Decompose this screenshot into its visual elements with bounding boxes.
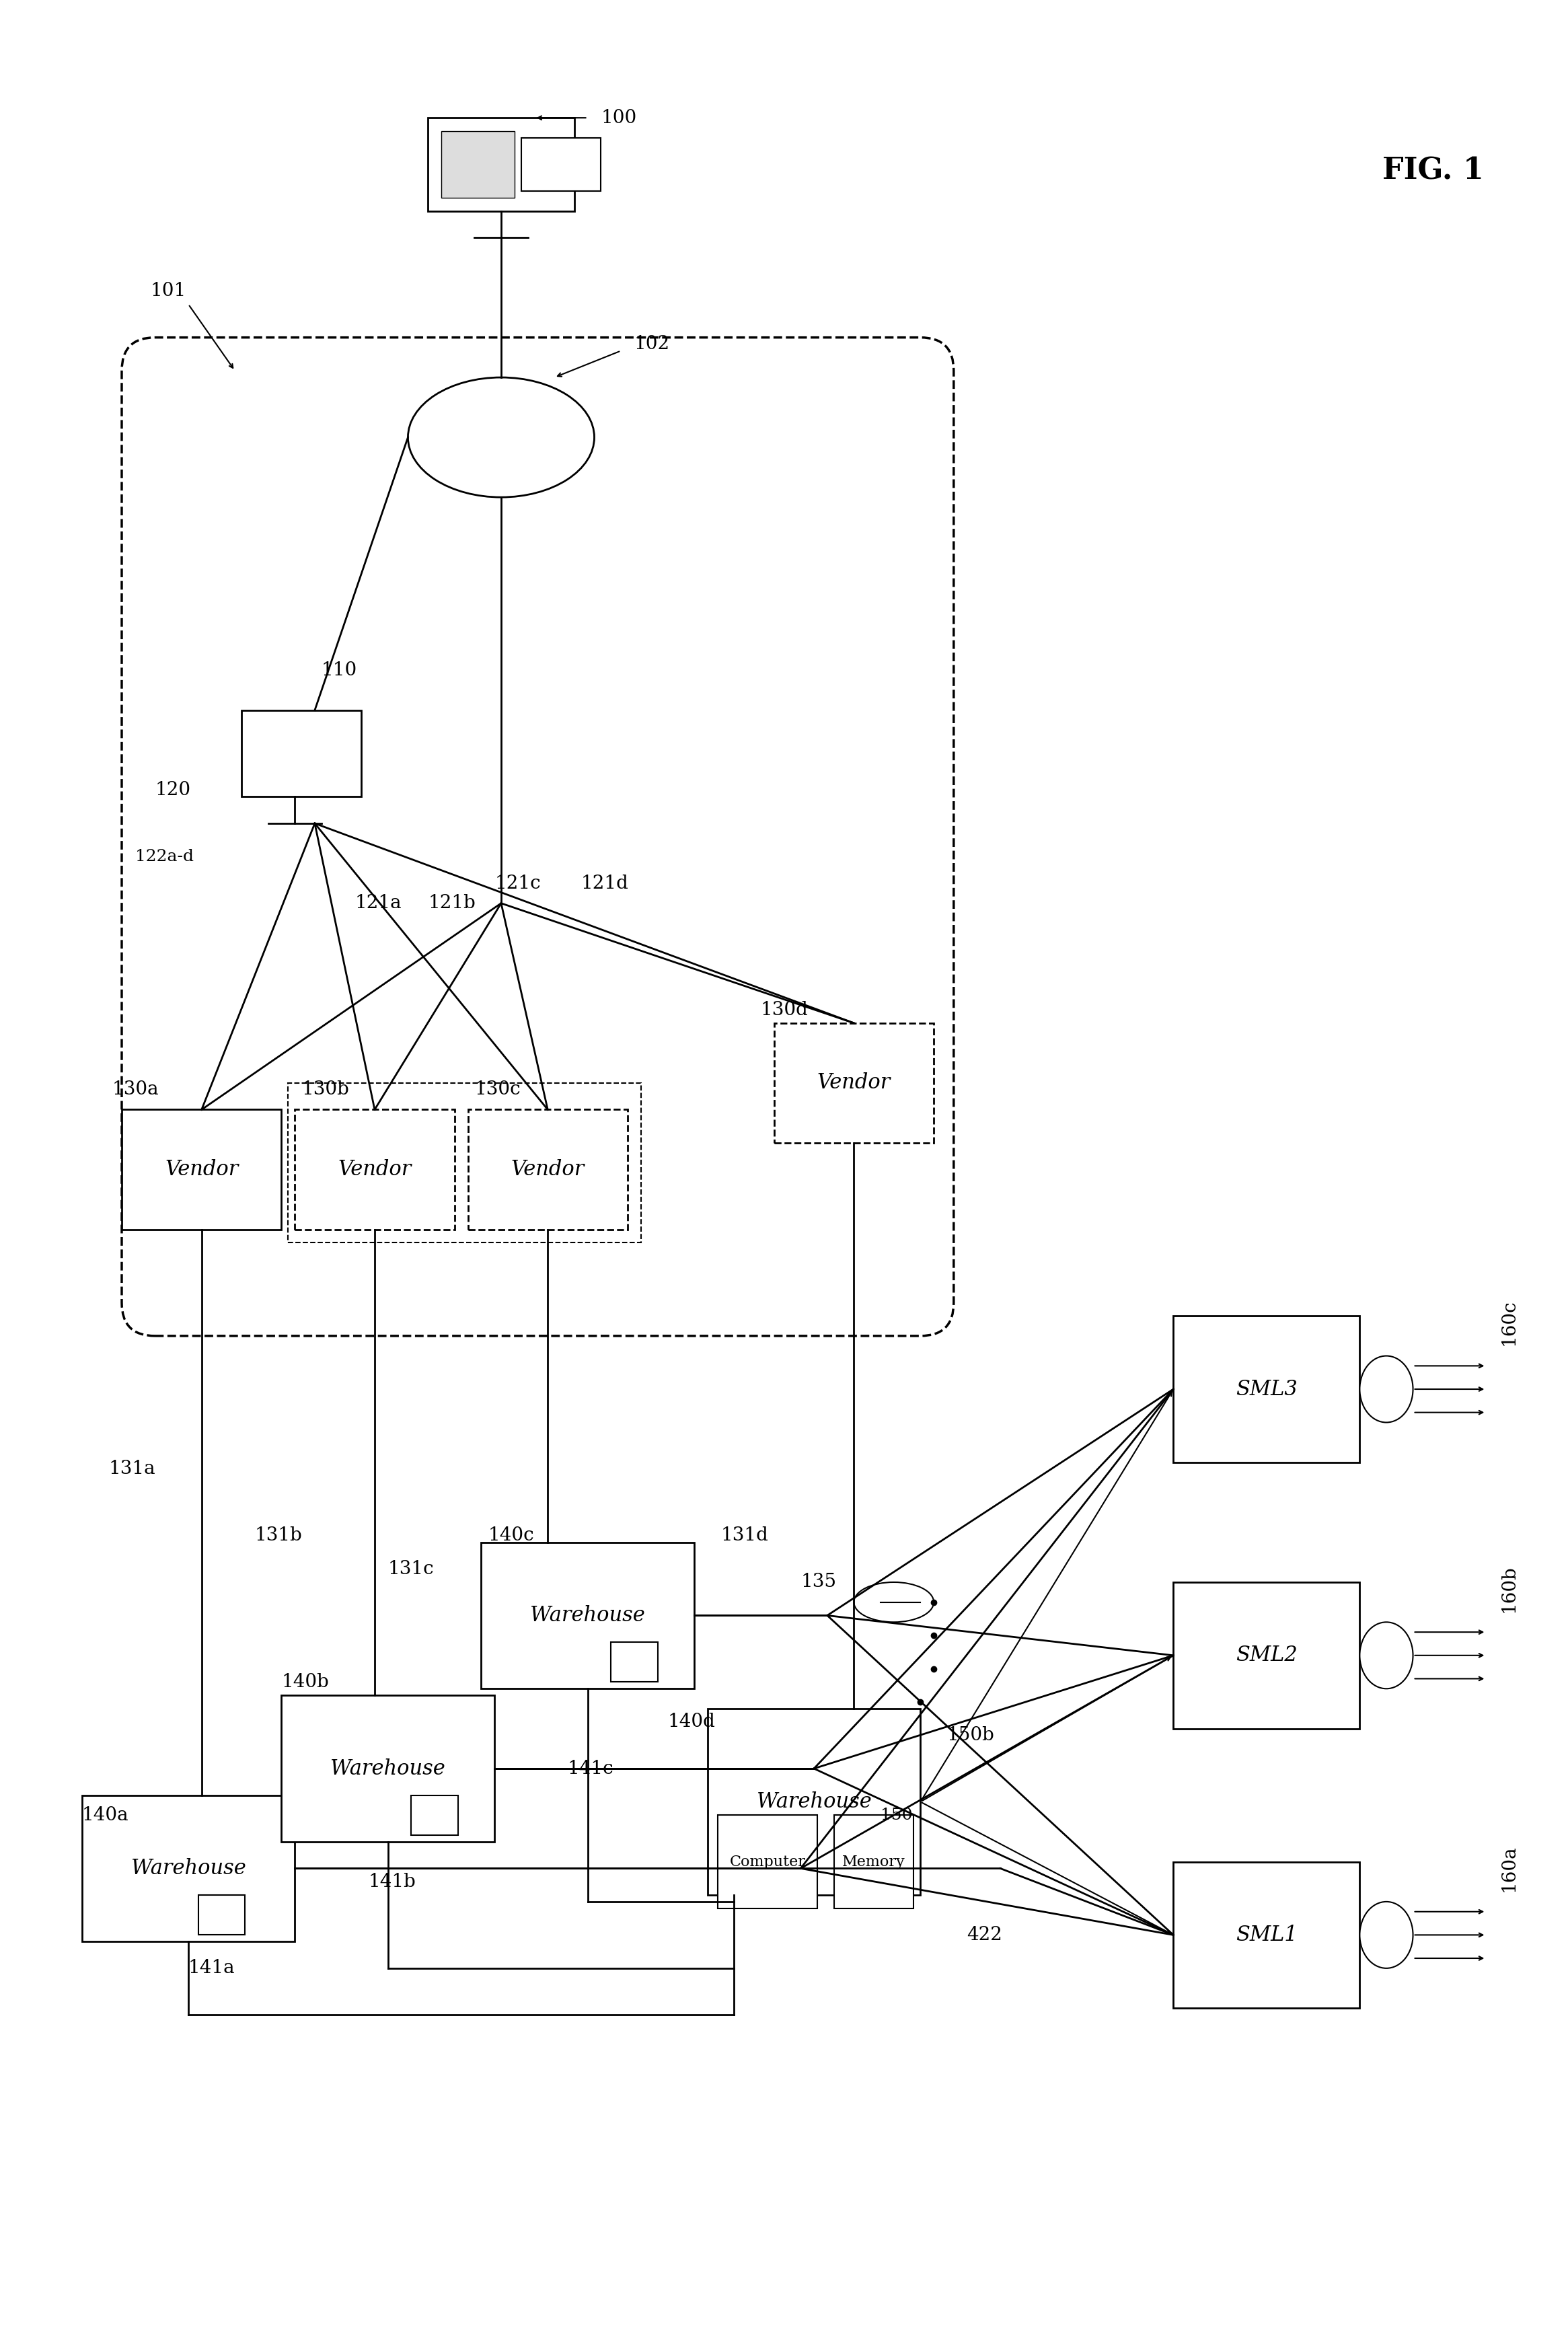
Text: 140b: 140b bbox=[282, 1672, 329, 1691]
Text: 141c: 141c bbox=[568, 1759, 613, 1778]
Ellipse shape bbox=[408, 377, 594, 498]
Text: Vendor: Vendor bbox=[337, 1160, 411, 1179]
Text: Computer: Computer bbox=[729, 1855, 806, 1869]
Text: 422: 422 bbox=[967, 1925, 1002, 1944]
Text: 150b: 150b bbox=[947, 1726, 994, 1745]
FancyBboxPatch shape bbox=[718, 1815, 817, 1909]
FancyBboxPatch shape bbox=[122, 1109, 282, 1230]
FancyBboxPatch shape bbox=[1173, 1862, 1359, 2009]
Text: 101: 101 bbox=[151, 281, 187, 299]
Text: 130b: 130b bbox=[301, 1081, 350, 1099]
Text: Vendor: Vendor bbox=[165, 1160, 238, 1179]
Text: 121d: 121d bbox=[582, 875, 629, 893]
Text: 141b: 141b bbox=[368, 1874, 416, 1890]
Text: 121a: 121a bbox=[354, 893, 401, 912]
Text: Memory: Memory bbox=[842, 1855, 905, 1869]
Text: 130d: 130d bbox=[760, 1001, 809, 1020]
Text: 141a: 141a bbox=[188, 1960, 235, 1976]
FancyBboxPatch shape bbox=[467, 1109, 627, 1230]
FancyBboxPatch shape bbox=[775, 1022, 935, 1144]
FancyBboxPatch shape bbox=[82, 1794, 295, 1941]
Text: 121c: 121c bbox=[494, 875, 541, 893]
FancyBboxPatch shape bbox=[834, 1815, 914, 1909]
Text: FIG. 1: FIG. 1 bbox=[1383, 157, 1483, 185]
Text: 120: 120 bbox=[155, 781, 191, 800]
Text: Vendor: Vendor bbox=[817, 1074, 891, 1092]
Text: 140c: 140c bbox=[488, 1527, 535, 1544]
Ellipse shape bbox=[1359, 1623, 1413, 1689]
Text: SML2: SML2 bbox=[1236, 1644, 1297, 1665]
Text: 140a: 140a bbox=[82, 1806, 129, 1824]
FancyBboxPatch shape bbox=[441, 131, 514, 199]
FancyBboxPatch shape bbox=[428, 117, 574, 211]
Text: 135: 135 bbox=[801, 1574, 836, 1591]
Text: 130c: 130c bbox=[475, 1081, 521, 1099]
FancyBboxPatch shape bbox=[612, 1642, 657, 1682]
FancyBboxPatch shape bbox=[481, 1541, 695, 1689]
Text: Warehouse: Warehouse bbox=[331, 1759, 445, 1780]
Text: 160b: 160b bbox=[1499, 1565, 1518, 1612]
FancyBboxPatch shape bbox=[1173, 1581, 1359, 1729]
Text: 131c: 131c bbox=[387, 1560, 434, 1579]
Text: 102: 102 bbox=[633, 334, 670, 353]
Text: 131b: 131b bbox=[256, 1527, 303, 1544]
Text: 110: 110 bbox=[321, 662, 358, 678]
FancyBboxPatch shape bbox=[1173, 1317, 1359, 1462]
Text: 131a: 131a bbox=[108, 1460, 155, 1478]
FancyBboxPatch shape bbox=[282, 1696, 494, 1841]
Text: 130a: 130a bbox=[111, 1081, 158, 1099]
FancyBboxPatch shape bbox=[295, 1109, 455, 1230]
Text: 160a: 160a bbox=[1499, 1845, 1518, 1892]
Text: SML1: SML1 bbox=[1236, 1925, 1297, 1946]
Text: SML3: SML3 bbox=[1236, 1378, 1297, 1399]
Text: Warehouse: Warehouse bbox=[530, 1605, 644, 1626]
FancyBboxPatch shape bbox=[707, 1710, 920, 1895]
Text: 140d: 140d bbox=[668, 1712, 715, 1731]
Text: 150: 150 bbox=[881, 1808, 913, 1822]
Text: Warehouse: Warehouse bbox=[130, 1857, 246, 1878]
Text: Vendor: Vendor bbox=[511, 1160, 585, 1179]
Text: Warehouse: Warehouse bbox=[756, 1792, 872, 1813]
Text: 121b: 121b bbox=[428, 893, 475, 912]
FancyBboxPatch shape bbox=[198, 1895, 245, 1934]
Ellipse shape bbox=[1359, 1902, 1413, 1967]
FancyBboxPatch shape bbox=[521, 138, 601, 192]
Text: 100: 100 bbox=[601, 108, 637, 126]
Text: 131d: 131d bbox=[721, 1527, 768, 1544]
Ellipse shape bbox=[855, 1581, 935, 1623]
FancyBboxPatch shape bbox=[241, 711, 361, 798]
Text: 122a-d: 122a-d bbox=[135, 849, 193, 865]
Ellipse shape bbox=[1359, 1357, 1413, 1422]
FancyBboxPatch shape bbox=[411, 1794, 458, 1836]
Text: 160c: 160c bbox=[1499, 1300, 1518, 1345]
